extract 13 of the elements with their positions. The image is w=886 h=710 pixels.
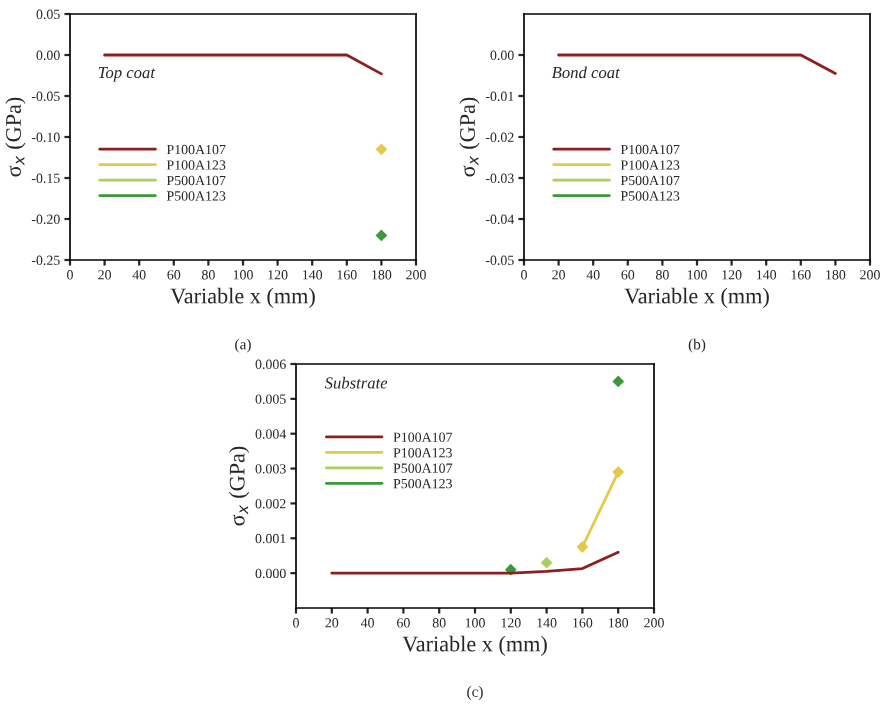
point [612,466,624,478]
point [612,376,624,387]
annotation: Bond coat [551,66,621,79]
x-axis-title: Variable x (mm) [170,287,315,309]
y-axis-title: σ$_{x}$ (GPa) [459,97,480,177]
line-series [330,550,620,575]
annotation: Substrate [324,376,388,389]
y-axis-title: σ$_{x}$ (GPa) [229,446,250,526]
annotation: Top coat [98,67,156,82]
x-axis-title: Variable x (mm) [624,287,769,309]
y-axis-title: σ$_{x}$ (GPa) [5,97,26,177]
x-axis-title: Variable x (mm) [402,635,547,657]
point [577,541,588,553]
